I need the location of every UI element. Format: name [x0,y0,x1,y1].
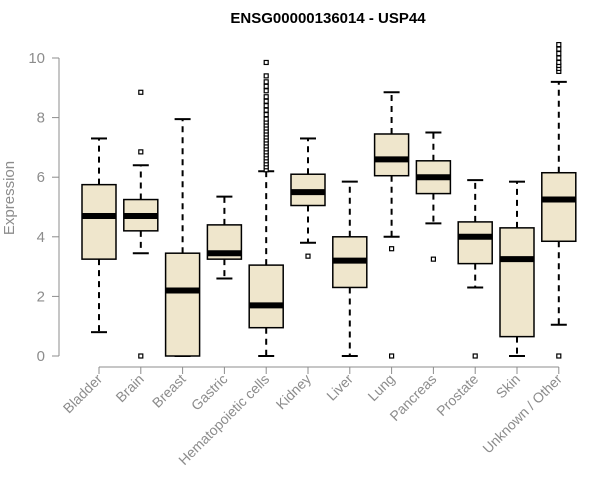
x-tick-label: Prostate [433,371,481,419]
outlier-point [138,149,144,155]
x-tick-label: Skin [493,371,524,402]
outlier-point [556,353,562,359]
chart-title: ENSG00000136014 - USP44 [230,10,426,27]
outlier-point [389,246,395,252]
box-liver [332,180,368,357]
box-gastric [206,195,243,280]
x-tick-label: Breast [149,371,189,411]
outlier-point [263,94,269,100]
outlier-point [263,79,269,85]
iqr-box [457,221,493,265]
box-bladder [81,137,117,334]
outlier-point [430,256,436,262]
x-tick-label: Unknown / Other [479,371,565,457]
box-kidney [290,137,326,259]
outlier-point [263,107,269,113]
y-tick-label: 4 [37,229,45,246]
outlier-point [556,59,562,66]
iqr-box [373,133,410,177]
box-hematopoietic-cells [248,59,284,357]
boxes-group [81,41,577,359]
box-lung [373,91,410,359]
x-tick-label: Kidney [273,371,315,413]
outlier-point [556,55,562,61]
outlier-point [263,83,269,89]
box-pancreas [415,131,452,262]
outlier-point [138,353,144,359]
iqr-box [81,183,117,260]
outlier-point [138,89,144,95]
x-tick-label: Bladder [60,371,106,417]
outlier-point [263,73,269,79]
outlier-point [263,112,269,118]
y-axis-label: Expression [1,161,18,235]
box-skin [499,180,535,357]
iqr-box [541,171,577,243]
outlier-point [389,353,395,359]
outlier-point [263,88,269,94]
iqr-box [164,252,201,357]
outlier-point [263,116,269,122]
box-breast [164,118,201,357]
outlier-point [556,50,562,57]
box-prostate [457,179,493,359]
x-tick-label: Liver [323,371,356,404]
outlier-point [472,353,478,359]
y-tick-label: 10 [28,50,45,67]
y-tick-label: 2 [37,288,45,305]
box-brain [123,89,159,359]
outlier-point [556,41,562,48]
outlier-point [556,46,562,52]
y-tick-label: 6 [37,169,45,186]
outlier-point [263,103,269,109]
outlier-point [263,59,269,66]
x-tick-label: Lung [364,371,397,404]
box-unknown-other [541,41,577,359]
iqr-box [248,264,284,329]
outlier-point [263,98,269,104]
y-tick-label: 8 [37,110,45,127]
iqr-box [499,227,535,338]
y-axis: 0 2 4 6 8 10 [28,50,60,365]
y-tick-label: 0 [37,348,45,365]
x-tick-label: Brain [112,371,146,405]
outlier-point [305,253,311,259]
